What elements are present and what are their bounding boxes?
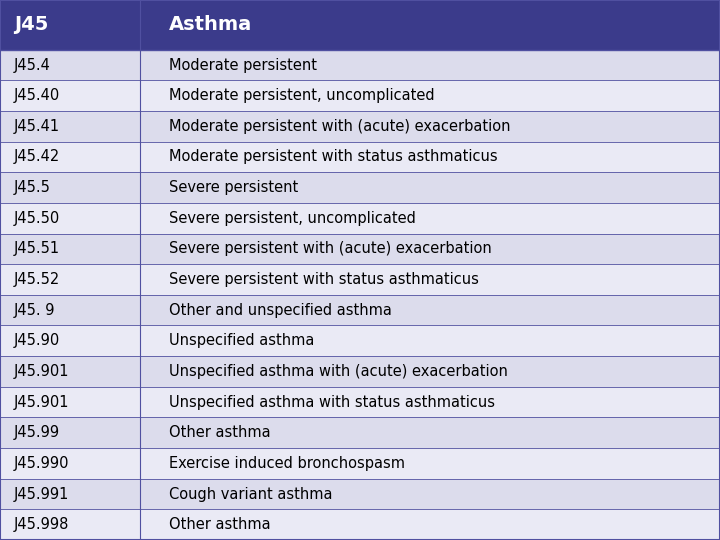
- Text: J45.901: J45.901: [14, 395, 70, 410]
- Text: Exercise induced bronchospasm: Exercise induced bronchospasm: [169, 456, 405, 471]
- Text: J45. 9: J45. 9: [14, 302, 55, 318]
- Text: J45.991: J45.991: [14, 487, 69, 502]
- Bar: [0, 233, 720, 264]
- Text: Moderate persistent with status asthmaticus: Moderate persistent with status asthmati…: [169, 150, 498, 165]
- Bar: [0, 509, 720, 540]
- Text: Unspecified asthma with (acute) exacerbation: Unspecified asthma with (acute) exacerba…: [169, 364, 508, 379]
- Text: Moderate persistent with (acute) exacerbation: Moderate persistent with (acute) exacerb…: [169, 119, 511, 134]
- Text: Other asthma: Other asthma: [169, 425, 271, 440]
- Bar: [0, 50, 720, 80]
- Text: Severe persistent, uncomplicated: Severe persistent, uncomplicated: [169, 211, 416, 226]
- Text: J45.41: J45.41: [14, 119, 60, 134]
- Text: Severe persistent with status asthmaticus: Severe persistent with status asthmaticu…: [169, 272, 480, 287]
- Text: J45.51: J45.51: [14, 241, 60, 256]
- Text: J45.901: J45.901: [14, 364, 70, 379]
- Text: Other and unspecified asthma: Other and unspecified asthma: [169, 302, 392, 318]
- Text: Moderate persistent, uncomplicated: Moderate persistent, uncomplicated: [169, 88, 435, 103]
- Bar: [0, 141, 720, 172]
- Text: Severe persistent with (acute) exacerbation: Severe persistent with (acute) exacerbat…: [169, 241, 492, 256]
- Bar: [0, 478, 720, 509]
- Text: J45.5: J45.5: [14, 180, 51, 195]
- Bar: [0, 295, 720, 326]
- Bar: [0, 326, 720, 356]
- Bar: [0, 0, 720, 50]
- Bar: [0, 80, 720, 111]
- Bar: [0, 172, 720, 203]
- Text: Moderate persistent: Moderate persistent: [169, 57, 318, 72]
- Text: Other asthma: Other asthma: [169, 517, 271, 532]
- Text: J45: J45: [14, 15, 48, 35]
- Bar: [0, 387, 720, 417]
- Text: J45.42: J45.42: [14, 150, 60, 165]
- Bar: [0, 203, 720, 233]
- Text: Cough variant asthma: Cough variant asthma: [169, 487, 333, 502]
- Text: J45.40: J45.40: [14, 88, 60, 103]
- Text: J45.4: J45.4: [14, 57, 51, 72]
- Text: Asthma: Asthma: [169, 15, 253, 35]
- Bar: [0, 417, 720, 448]
- Bar: [0, 448, 720, 478]
- Text: Severe persistent: Severe persistent: [169, 180, 299, 195]
- Text: J45.90: J45.90: [14, 333, 60, 348]
- Bar: [0, 111, 720, 141]
- Text: J45.52: J45.52: [14, 272, 60, 287]
- Text: Unspecified asthma: Unspecified asthma: [169, 333, 315, 348]
- Text: J45.998: J45.998: [14, 517, 69, 532]
- Text: J45.50: J45.50: [14, 211, 60, 226]
- Bar: [0, 356, 720, 387]
- Text: J45.990: J45.990: [14, 456, 70, 471]
- Text: Unspecified asthma with status asthmaticus: Unspecified asthma with status asthmatic…: [169, 395, 495, 410]
- Text: J45.99: J45.99: [14, 425, 60, 440]
- Bar: [0, 264, 720, 295]
